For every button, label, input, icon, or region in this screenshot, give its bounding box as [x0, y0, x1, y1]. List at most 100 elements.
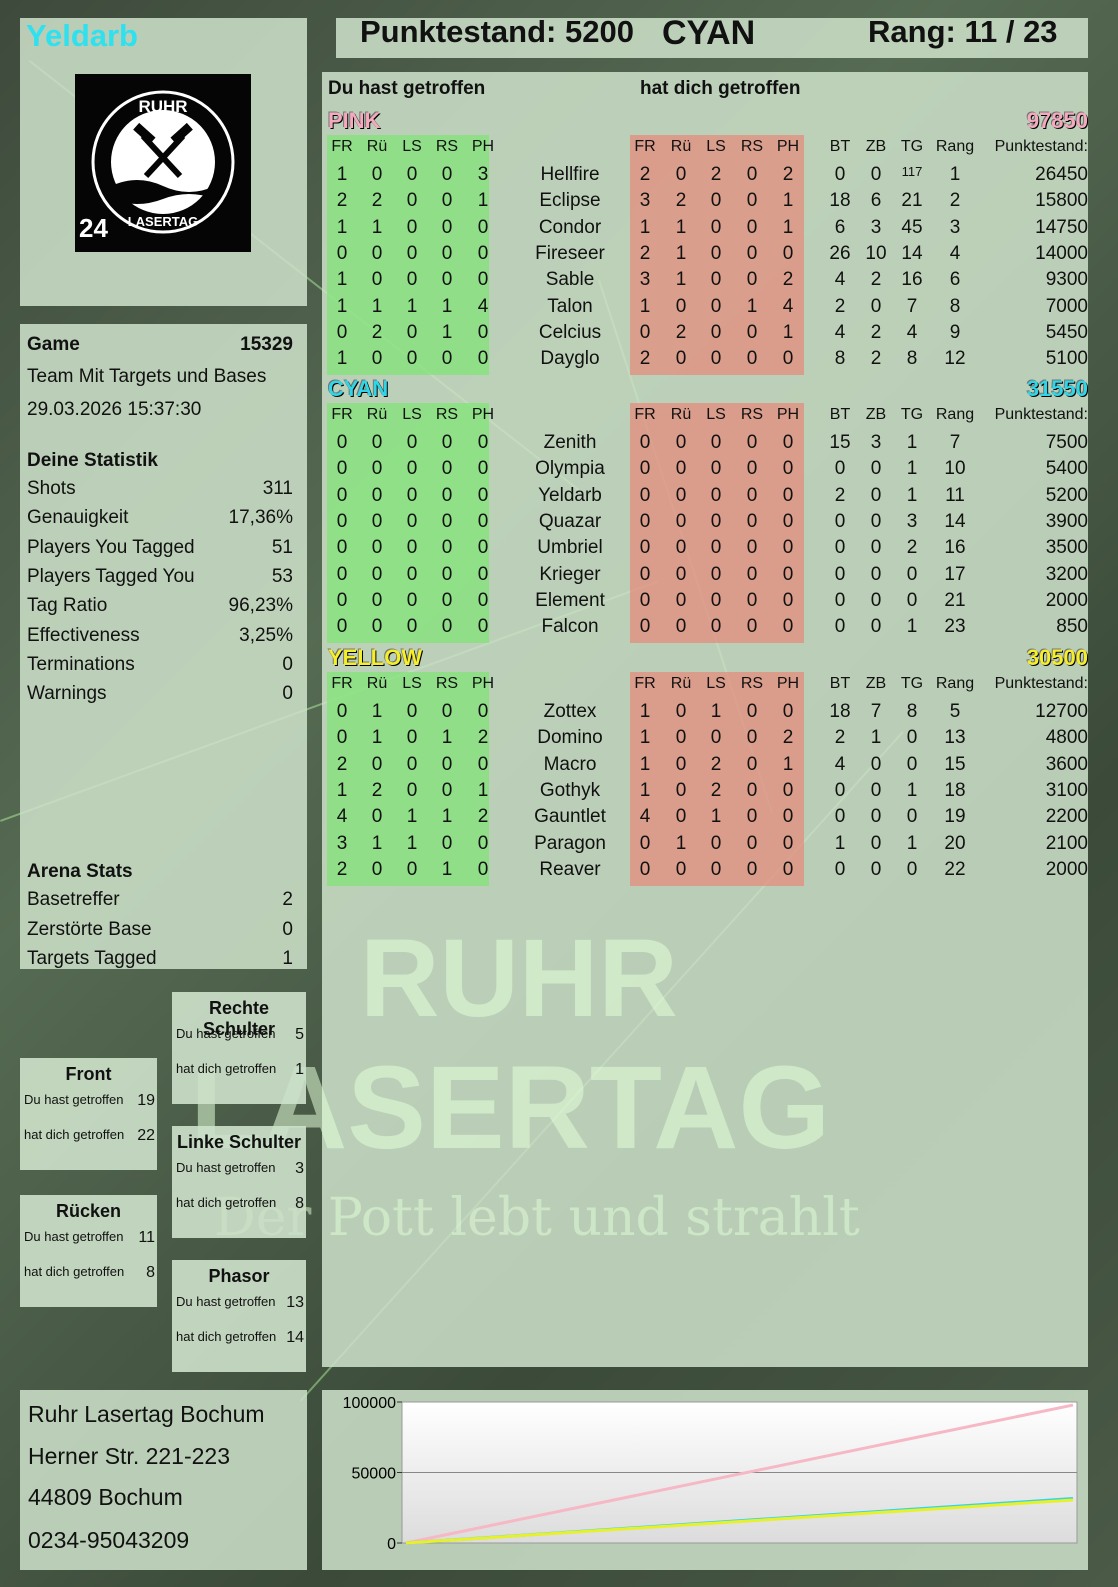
- you-hit-cell: 0: [336, 510, 348, 532]
- player-name-cell: Macro: [543, 753, 597, 775]
- stat-cell: 2: [834, 295, 846, 317]
- player-name-cell: Domino: [537, 727, 603, 749]
- team-name: CYAN: [328, 376, 389, 401]
- you-hit-cell: 0: [336, 589, 348, 611]
- you-hit-cell: 0: [406, 779, 418, 801]
- you-hit-cell: 0: [406, 432, 418, 453]
- stat-cell: 0: [834, 589, 846, 611]
- stat-cell: 18: [829, 701, 851, 722]
- stat-cell: 3: [870, 216, 882, 238]
- hit-you-cell: 0: [746, 701, 758, 722]
- hit-you-cell: 0: [639, 858, 651, 880]
- stat-cell: 6: [870, 190, 882, 212]
- you-hit-cell: 0: [336, 432, 348, 453]
- player-name-cell: Gothyk: [539, 779, 601, 801]
- player-score-cell: 850: [1056, 616, 1088, 638]
- you-hit-cell: 0: [477, 321, 489, 343]
- col-header: PH: [776, 406, 800, 423]
- you-hit-cell: 1: [441, 321, 453, 343]
- hit-you-cell: 2: [782, 727, 794, 749]
- you-hit-cell: 0: [336, 321, 348, 343]
- stat-value: 96,23%: [228, 595, 293, 617]
- stat-cell: 1: [906, 484, 918, 506]
- stat-value: 0: [282, 653, 293, 675]
- you-hit-cell: 0: [441, 753, 453, 775]
- hit-you-cell: 0: [675, 484, 687, 506]
- you-hit-cell: 0: [441, 510, 453, 532]
- game-date: 29.03.2026 15:37:30: [27, 399, 202, 420]
- hit-you-cell: 0: [782, 616, 794, 638]
- you-hit-cell: 1: [441, 295, 453, 317]
- you-hit-cell: 0: [371, 484, 383, 506]
- hit-you-cell: 0: [746, 242, 758, 264]
- stat-cell: 3: [870, 432, 882, 453]
- you-hit-cell: 0: [406, 216, 418, 238]
- logo-text-top: RUHR: [138, 97, 187, 116]
- col-header: RS: [435, 675, 459, 692]
- you-hit-cell: 0: [477, 832, 489, 854]
- you-hit-cell: 0: [406, 164, 418, 185]
- you-hit-cell: 0: [477, 616, 489, 638]
- header-score: Punktestand: 5200: [360, 14, 634, 50]
- hit-zone-them-value: 8: [146, 1264, 155, 1281]
- stat-cell: 0: [834, 806, 846, 828]
- player-name-cell: Hellfire: [540, 164, 600, 185]
- hit-you-cell: 4: [782, 295, 794, 317]
- stat-row: Shots 311: [27, 478, 293, 500]
- stat-label: Tag Ratio: [27, 595, 108, 617]
- stat-cell: 45: [901, 216, 923, 238]
- you-hit-cell: 0: [441, 701, 453, 722]
- you-hit-cell: 0: [441, 537, 453, 559]
- stat-cell: 0: [906, 753, 918, 775]
- hit-you-cell: 1: [710, 806, 722, 828]
- game-mode: Team Mit Targets und Bases: [27, 366, 267, 387]
- hit-you-cell: 0: [675, 563, 687, 585]
- hit-you-cell: 0: [710, 321, 722, 343]
- hit-you-cell: 2: [639, 348, 651, 370]
- hit-zone-you-value: 13: [286, 1294, 304, 1311]
- hit-you-cell: 0: [710, 190, 722, 212]
- stat-cell: 8: [906, 701, 918, 722]
- player-name-cell: Condor: [538, 216, 602, 238]
- hit-you-cell: 0: [746, 589, 758, 611]
- stat-cell: 8: [949, 295, 961, 317]
- hit-zone-box: Rücken Du hast getroffen 11 hat dich getrof…: [20, 1195, 157, 1307]
- stat-row: Effectiveness 3,25%: [27, 625, 293, 647]
- hit-you-cell: 3: [639, 190, 651, 212]
- stat-cell: 2: [870, 269, 882, 291]
- hit-you-cell: 0: [746, 563, 758, 585]
- stat-cell: 1: [906, 616, 918, 638]
- col-header: Rü: [366, 406, 388, 423]
- header-rank-value: 11 / 23: [964, 14, 1058, 49]
- hit-zone-box: Front Du hast getroffen 19 hat dich getroff…: [20, 1058, 157, 1170]
- stat-cell: 6: [949, 269, 961, 291]
- score-chart: 100000 50000 0: [343, 1395, 1078, 1553]
- stat-cell: 1: [906, 432, 918, 453]
- player-score-cell: 5100: [1045, 348, 1088, 370]
- stat-cell: 1: [906, 458, 918, 480]
- you-hit-cell: 0: [371, 348, 383, 370]
- col-header: PH: [776, 138, 800, 155]
- you-hit-cell: 1: [477, 779, 489, 801]
- you-hit-cell: 0: [441, 190, 453, 212]
- player-score-cell: 3900: [1045, 510, 1088, 532]
- stat-value: 17,36%: [228, 507, 293, 529]
- player-name-cell: Celcius: [538, 321, 602, 343]
- stat-cell: 0: [834, 458, 846, 480]
- hit-you-cell: 0: [746, 510, 758, 532]
- you-hit-cell: 0: [477, 269, 489, 291]
- you-hit-cell: 0: [477, 348, 489, 370]
- hit-you-cell: 0: [782, 779, 794, 801]
- you-hit-cell: 0: [371, 458, 383, 480]
- stat-cell: 0: [870, 563, 882, 585]
- you-hit-cell: 0: [336, 563, 348, 585]
- player-score-cell: 14750: [1035, 216, 1088, 238]
- logo-text-bottom: LASERTAG: [128, 214, 199, 229]
- you-hit-cell: 1: [336, 216, 348, 238]
- col-header: Punktestand:: [994, 406, 1088, 423]
- you-hit-cell: 0: [477, 458, 489, 480]
- hit-zone-them-row: hat dich getroffen 8: [24, 1264, 155, 1282]
- hit-you-cell: 0: [782, 806, 794, 828]
- hit-you-cell: 2: [782, 269, 794, 291]
- game-id-row: Game 15329: [27, 334, 293, 356]
